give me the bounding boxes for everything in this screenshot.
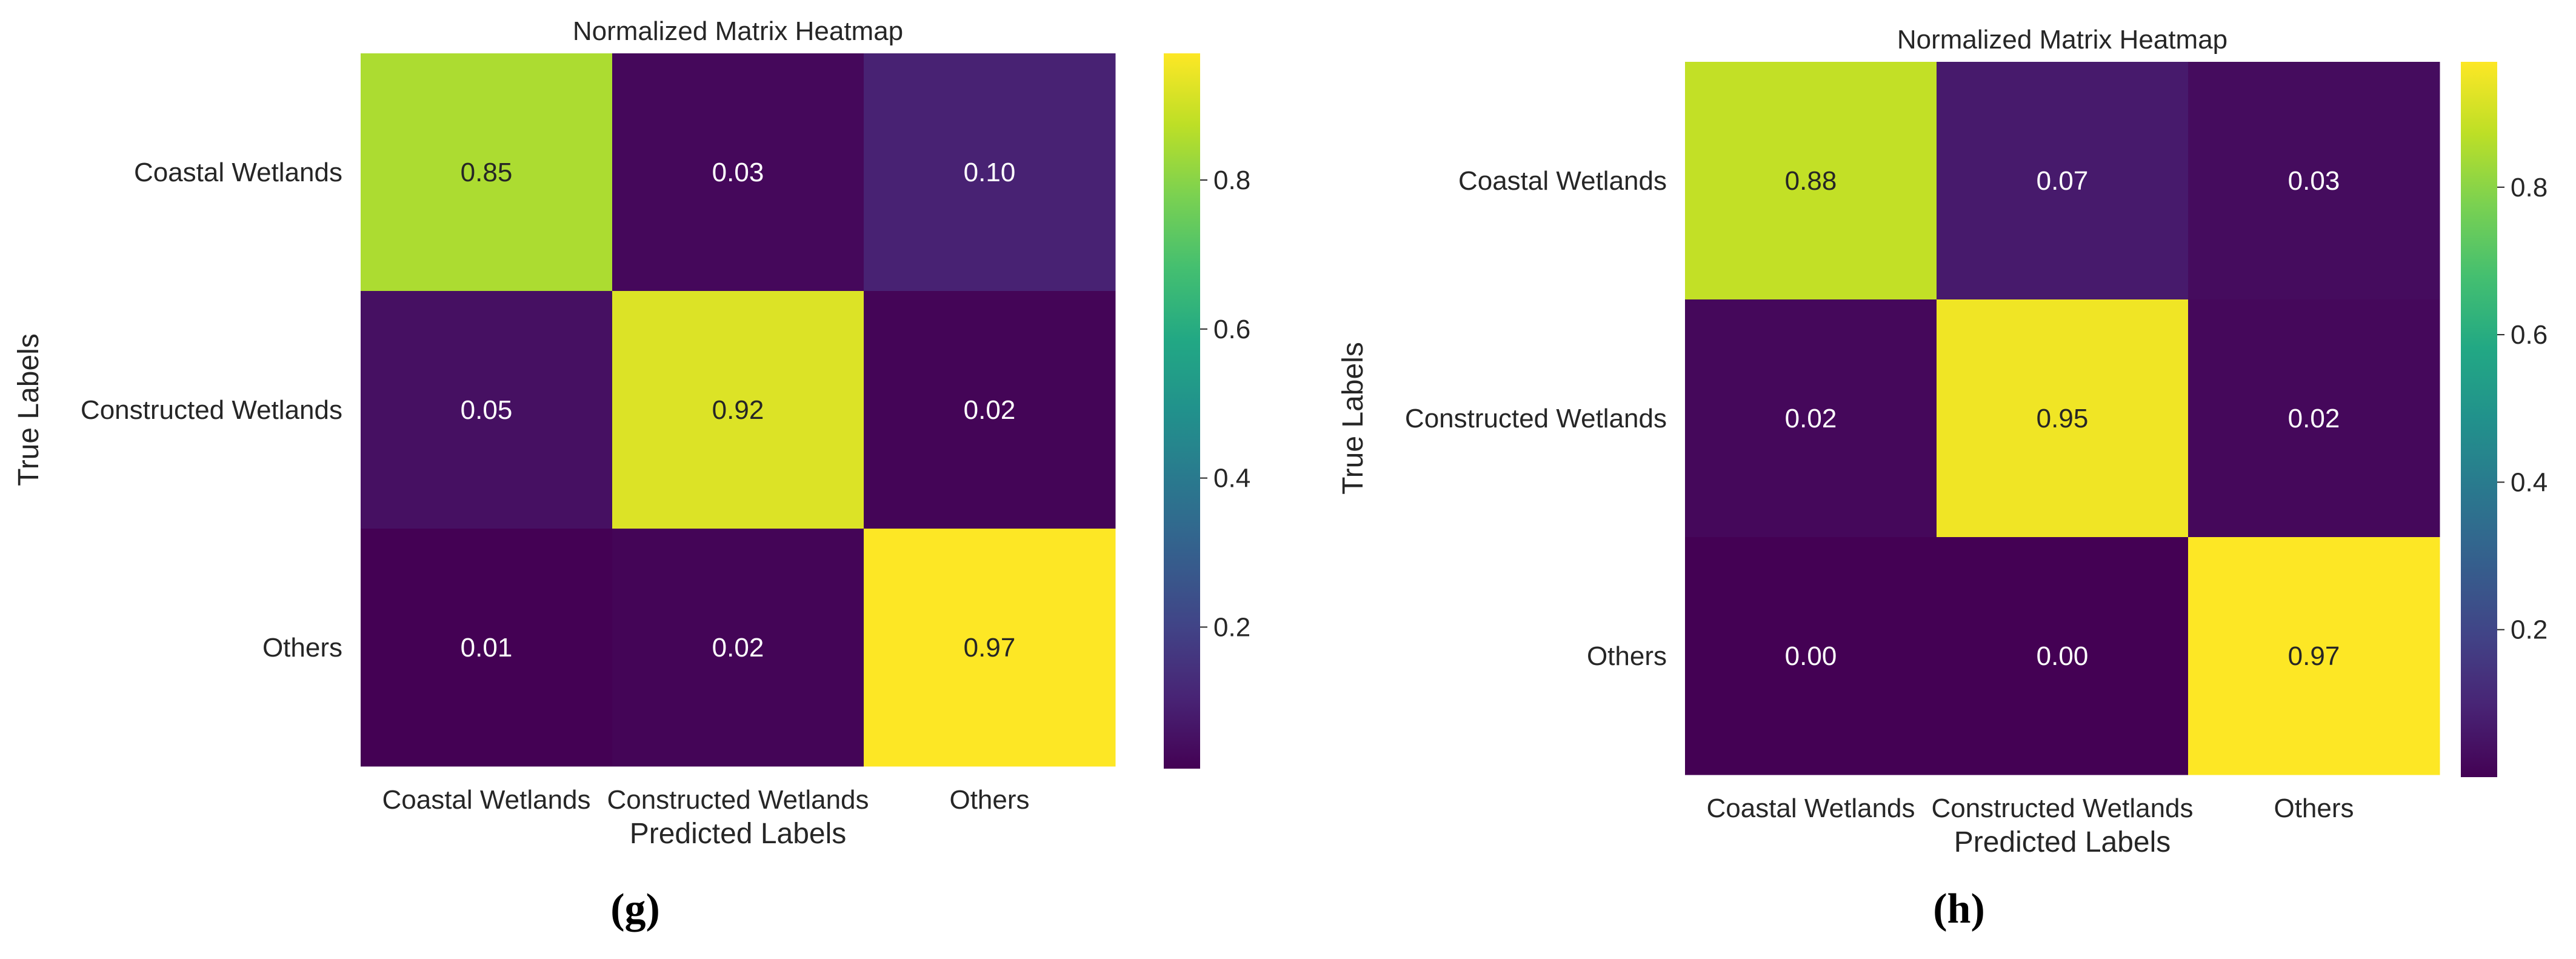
y-tick-label: Coastal Wetlands xyxy=(134,158,342,187)
y-tick-label: Others xyxy=(262,633,342,663)
x-axis-label: Predicted Labels xyxy=(630,818,847,850)
cell-annotation-r1-c1: 0.92 xyxy=(712,395,764,425)
y-tick-label: Coastal Wetlands xyxy=(1458,166,1667,196)
cell-annotation-r2-c1: 0.00 xyxy=(2037,641,2089,671)
cell-annotation-r2-c0: 0.00 xyxy=(1785,641,1837,671)
heatmap-cell-r2-c1 xyxy=(612,529,864,767)
cell-annotation-r2-c1: 0.02 xyxy=(712,633,764,663)
x-tick-label: Constructed Wetlands xyxy=(607,785,869,815)
heatmap-cell-r0-c2 xyxy=(864,53,1116,292)
colorbar-tick-label: 0.4 xyxy=(2511,467,2548,497)
y-axis-label: True Labels xyxy=(1337,342,1369,495)
cell-annotation-r0-c0: 0.85 xyxy=(461,158,513,187)
heatmap-cell-r0-c0 xyxy=(361,53,613,292)
x-axis-label: Predicted Labels xyxy=(1954,826,2171,858)
heatmap-cell-r1-c0 xyxy=(1685,299,1937,538)
cell-annotation-r1-c1: 0.95 xyxy=(2037,404,2089,433)
heatmap-cell-r0-c1 xyxy=(612,53,864,292)
heatmap-cell-r0-c0 xyxy=(1685,62,1937,300)
cell-annotation-r0-c1: 0.07 xyxy=(2037,166,2089,196)
cell-annotation-r1-c2: 0.02 xyxy=(2288,404,2340,433)
colorbar xyxy=(1164,53,1200,769)
heatmap-panel-g: Normalized Matrix Heatmap 0.85 0.03 0.10 0.0… xyxy=(13,16,1250,932)
cell-annotation-r0-c1: 0.03 xyxy=(712,158,764,187)
colorbar-tick-label: 0.8 xyxy=(2511,173,2548,202)
heatmap-cell-r2-c0 xyxy=(1685,537,1937,775)
cell-annotation-r0-c2: 0.10 xyxy=(964,158,1016,187)
y-tick-label: Others xyxy=(1587,641,1667,671)
cell-annotation-r1-c0: 0.05 xyxy=(461,395,513,425)
chart-title: Normalized Matrix Heatmap xyxy=(1897,25,2227,55)
heatmap-cell-r2-c1 xyxy=(1937,537,2189,775)
heatmap-cell-r2-c2 xyxy=(2188,537,2440,775)
y-tick-label: Constructed Wetlands xyxy=(81,395,342,425)
heatmap-cell-r0-c1 xyxy=(1937,62,2189,300)
colorbar-tick-label: 0.2 xyxy=(2511,615,2548,645)
y-axis-label: True Labels xyxy=(13,333,45,486)
x-tick-label: Constructed Wetlands xyxy=(1931,794,2193,823)
heatmap-cell-r1-c1 xyxy=(1937,299,2189,538)
cell-annotation-r1-c2: 0.02 xyxy=(964,395,1016,425)
colorbar xyxy=(2461,62,2497,777)
cell-annotation-r0-c2: 0.03 xyxy=(2288,166,2340,196)
cell-annotation-r2-c2: 0.97 xyxy=(964,633,1016,663)
cell-annotation-r2-c0: 0.01 xyxy=(461,633,513,663)
colorbar-tick-label: 0.2 xyxy=(1213,612,1250,642)
heatmap-cell-r2-c0 xyxy=(361,529,613,767)
cell-annotation-r2-c2: 0.97 xyxy=(2288,641,2340,671)
cell-annotation-r0-c0: 0.88 xyxy=(1785,166,1837,196)
heatmap-panel-h: Normalized Matrix Heatmap 0.88 0.07 0.03 0.0… xyxy=(1337,25,2548,932)
x-tick-label: Coastal Wetlands xyxy=(382,785,590,815)
y-tick-label: Constructed Wetlands xyxy=(1405,404,1667,433)
colorbar-tick-label: 0.4 xyxy=(1213,464,1250,493)
heatmap-cell-r1-c0 xyxy=(361,291,613,529)
x-tick-label: Coastal Wetlands xyxy=(1706,794,1915,823)
x-tick-label: Others xyxy=(2274,794,2354,823)
x-tick-label: Others xyxy=(949,785,1029,815)
colorbar-tick-label: 0.6 xyxy=(1213,315,1250,344)
colorbar-tick-label: 0.8 xyxy=(1213,165,1250,195)
heatmap-cell-r0-c2 xyxy=(2188,62,2440,300)
heatmap-cell-r1-c2 xyxy=(2188,299,2440,538)
colorbar-tick-label: 0.6 xyxy=(2511,320,2548,350)
heatmap-cell-r2-c2 xyxy=(864,529,1116,767)
panel-label: (g) xyxy=(610,886,660,932)
cell-annotation-r1-c0: 0.02 xyxy=(1785,404,1837,433)
panel-label: (h) xyxy=(1933,886,1985,932)
chart-title: Normalized Matrix Heatmap xyxy=(573,16,903,46)
heatmap-cell-r1-c1 xyxy=(612,291,864,529)
heatmap-cell-r1-c2 xyxy=(864,291,1116,529)
